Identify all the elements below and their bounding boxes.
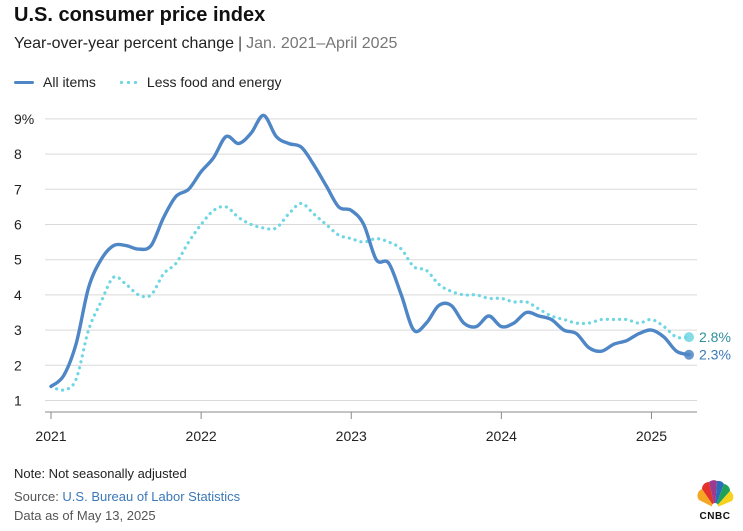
chart-subtitle: Year-over-year percent change | Jan. 2021–… <box>14 35 397 53</box>
end-point-core <box>684 332 694 343</box>
end-label-core: 2.8% <box>699 329 731 345</box>
y-tick-label: 1 <box>14 393 22 409</box>
nbc-peacock-icon <box>697 480 734 509</box>
chart-legend: All items Less food and energy <box>14 74 304 90</box>
y-tick-label: 9% <box>14 111 34 127</box>
subtitle-main: Year-over-year percent change <box>14 35 234 52</box>
series-line-all-items <box>49 113 691 389</box>
series-line-core <box>49 201 691 392</box>
cnbc-logo: CNBC <box>693 474 737 526</box>
y-tick-label: 8 <box>14 146 22 162</box>
y-tick-label: 2 <box>14 357 22 373</box>
logo-text: CNBC <box>699 511 731 522</box>
legend-label-core: Less food and energy <box>146 74 282 90</box>
source-link[interactable]: U.S. Bureau of Labor Statistics <box>62 489 241 504</box>
end-label-all-items: 2.3% <box>699 347 731 363</box>
legend-item-core: Less food and energy <box>117 74 282 90</box>
y-tick-label: 3 <box>14 322 22 338</box>
y-tick-label: 7 <box>14 181 22 197</box>
end-point-all-items <box>684 349 694 360</box>
subtitle-range: Jan. 2021–April 2025 <box>246 35 398 52</box>
x-tick-label: 2023 <box>336 428 367 444</box>
data-as-of: Data as of May 13, 2025 <box>14 508 156 523</box>
legend-label-all-items: All items <box>43 74 96 90</box>
legend-swatch-core <box>117 80 138 84</box>
x-tick-label: 2021 <box>35 428 66 444</box>
chart-title: U.S. consumer price index <box>14 4 266 26</box>
x-tick-label: 2024 <box>486 428 517 444</box>
x-tick-label: 2022 <box>186 428 217 444</box>
source-prefix: Source: <box>14 489 63 504</box>
legend-swatch-all-items <box>14 80 34 84</box>
footnote: Note: Not seasonally adjusted <box>14 466 187 481</box>
y-tick-label: 4 <box>14 287 22 303</box>
x-tick-label: 2025 <box>636 428 667 444</box>
legend-item-all-items: All items <box>14 74 96 90</box>
source-line: Source: U.S. Bureau of Labor Statistics <box>14 489 240 504</box>
y-tick-label: 6 <box>14 217 22 233</box>
y-tick-label: 5 <box>14 252 22 268</box>
subtitle-separator: | <box>237 35 243 52</box>
